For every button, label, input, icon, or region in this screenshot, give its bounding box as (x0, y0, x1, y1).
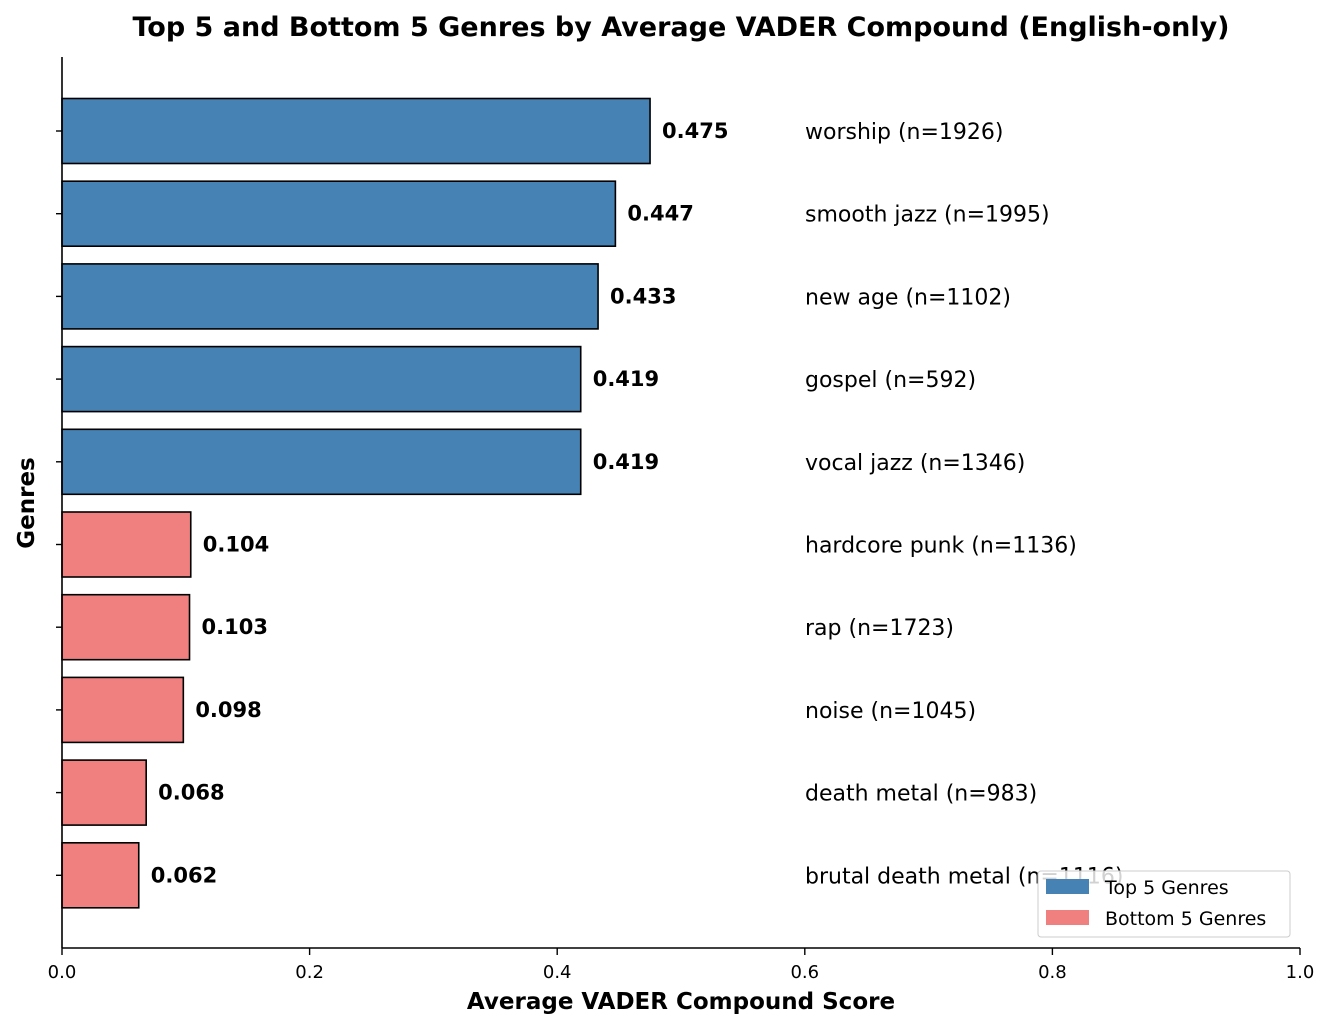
bar-bottom (61, 676, 185, 744)
genre-label: vocal jazz (n=1346) (805, 451, 1025, 476)
bar-top (61, 428, 582, 496)
genre-labels-group: worship (n=1926) smooth jazz (n=1995) new … (805, 120, 1123, 889)
bar-value-label: 0.104 (203, 533, 269, 557)
legend-swatch-top (1046, 879, 1089, 894)
genre-label: noise (n=1045) (805, 699, 976, 724)
bar-bottom (61, 511, 192, 578)
bar-value-label: 0.068 (158, 781, 224, 805)
legend-box (1037, 870, 1291, 938)
bar-top (61, 97, 651, 165)
x-tick-label: 0.8 (1038, 962, 1067, 983)
bar-bottom (61, 759, 147, 826)
bar-value-label: 0.062 (151, 863, 217, 887)
x-tick-label: 0.4 (543, 962, 572, 983)
bar-bottom (61, 841, 140, 909)
legend-swatch-bottom (1046, 910, 1089, 925)
genre-label: hardcore punk (n=1136) (805, 534, 1077, 559)
bar-top (61, 345, 582, 413)
x-tick-label: 0.2 (295, 962, 324, 983)
bar-value-label: 0.419 (593, 450, 659, 474)
genre-label: new age (n=1102) (805, 285, 1011, 310)
x-tick-label: 0.6 (790, 962, 819, 983)
value-labels-group: 0.475 0.447 0.433 0.419 0.419 0.104 0.103 0.098… (151, 119, 729, 887)
bar-value-label: 0.103 (202, 615, 268, 639)
bar-bottom (61, 593, 191, 661)
legend: Top 5 Genres Bottom 5 Genres (1037, 870, 1291, 938)
y-axis-label: Genres (14, 457, 40, 548)
bar-value-label: 0.419 (593, 367, 659, 391)
bar-value-label: 0.475 (662, 119, 728, 143)
chart-title: Top 5 and Bottom 5 Genres by Average VAD… (132, 12, 1229, 43)
bar-value-label: 0.433 (610, 284, 676, 308)
genre-label: gospel (n=592) (805, 368, 976, 393)
genre-label: worship (n=1926) (805, 120, 1004, 145)
legend-label-bottom: Bottom 5 Genres (1105, 908, 1266, 930)
x-tick-label: 0.0 (48, 962, 77, 983)
bar-top (61, 180, 617, 247)
bar-top (61, 263, 599, 330)
legend-label-top: Top 5 Genres (1104, 877, 1229, 899)
bar-value-label: 0.447 (627, 202, 693, 226)
x-tick-label: 1.0 (1286, 962, 1315, 983)
genre-label: rap (n=1723) (805, 616, 954, 641)
bar-value-label: 0.098 (195, 698, 261, 722)
y-ticks-group (56, 130, 62, 876)
x-axis-label: Average VADER Compound Score (467, 989, 895, 1015)
x-ticks-group: 0.0 0.2 0.4 0.6 0.8 1.0 (48, 948, 1315, 983)
bars-group (61, 97, 651, 909)
genre-label: smooth jazz (n=1995) (805, 203, 1050, 228)
genre-label: death metal (n=983) (805, 782, 1037, 807)
